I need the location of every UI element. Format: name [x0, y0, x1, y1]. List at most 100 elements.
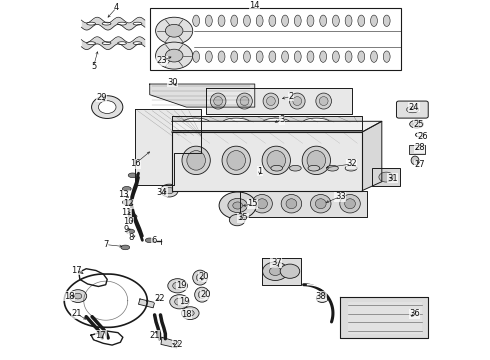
- Ellipse shape: [271, 165, 283, 171]
- Ellipse shape: [282, 15, 289, 27]
- Ellipse shape: [332, 15, 339, 27]
- Polygon shape: [347, 302, 422, 334]
- Ellipse shape: [218, 15, 225, 27]
- Ellipse shape: [308, 165, 320, 171]
- Circle shape: [156, 42, 193, 69]
- Text: 8: 8: [128, 233, 134, 242]
- Ellipse shape: [332, 51, 339, 62]
- Ellipse shape: [195, 287, 209, 302]
- Text: 11: 11: [121, 208, 131, 217]
- Text: 16: 16: [130, 159, 140, 168]
- Text: 18: 18: [181, 310, 192, 319]
- Ellipse shape: [218, 51, 225, 62]
- Ellipse shape: [193, 270, 207, 285]
- Ellipse shape: [118, 42, 126, 45]
- Ellipse shape: [122, 186, 131, 191]
- Ellipse shape: [302, 146, 331, 175]
- Polygon shape: [362, 121, 382, 190]
- Text: 5: 5: [91, 62, 96, 71]
- Ellipse shape: [293, 96, 302, 105]
- Text: 26: 26: [417, 132, 428, 141]
- Circle shape: [168, 279, 187, 293]
- Ellipse shape: [118, 22, 126, 25]
- Text: 22: 22: [172, 340, 183, 349]
- Polygon shape: [240, 190, 367, 217]
- Text: 17: 17: [71, 266, 82, 275]
- Ellipse shape: [133, 22, 142, 25]
- Ellipse shape: [102, 42, 111, 45]
- Ellipse shape: [302, 118, 331, 128]
- Text: 33: 33: [335, 192, 345, 201]
- Ellipse shape: [411, 156, 419, 165]
- Ellipse shape: [345, 15, 352, 27]
- Ellipse shape: [256, 15, 263, 27]
- Ellipse shape: [290, 165, 301, 171]
- Ellipse shape: [370, 51, 377, 62]
- Ellipse shape: [282, 51, 289, 62]
- Text: 28: 28: [414, 143, 425, 152]
- Circle shape: [160, 184, 178, 197]
- FancyBboxPatch shape: [150, 8, 401, 70]
- Text: 27: 27: [414, 160, 425, 169]
- Circle shape: [270, 267, 281, 275]
- Ellipse shape: [193, 51, 199, 62]
- Text: 25: 25: [414, 120, 424, 129]
- Text: 13: 13: [119, 190, 129, 199]
- Circle shape: [174, 298, 184, 305]
- Text: 1: 1: [257, 167, 262, 176]
- Ellipse shape: [128, 173, 137, 177]
- Polygon shape: [139, 299, 155, 308]
- Circle shape: [317, 294, 328, 302]
- Ellipse shape: [316, 93, 331, 109]
- Text: 36: 36: [409, 309, 420, 318]
- Ellipse shape: [263, 93, 279, 109]
- Ellipse shape: [316, 199, 326, 209]
- Ellipse shape: [257, 199, 268, 209]
- Ellipse shape: [240, 96, 249, 105]
- Ellipse shape: [269, 51, 276, 62]
- Circle shape: [181, 307, 199, 320]
- Circle shape: [233, 202, 243, 209]
- Ellipse shape: [205, 51, 212, 62]
- Ellipse shape: [358, 51, 365, 62]
- Ellipse shape: [407, 107, 418, 113]
- Ellipse shape: [187, 150, 205, 170]
- Polygon shape: [150, 84, 255, 107]
- Polygon shape: [161, 337, 179, 348]
- Text: 20: 20: [198, 273, 209, 282]
- Text: 17: 17: [96, 330, 106, 339]
- Ellipse shape: [121, 245, 130, 250]
- Ellipse shape: [205, 15, 212, 27]
- Circle shape: [170, 294, 189, 309]
- Text: 15: 15: [247, 199, 258, 208]
- Circle shape: [228, 198, 247, 213]
- Text: 19: 19: [176, 281, 187, 290]
- Ellipse shape: [128, 214, 137, 219]
- Ellipse shape: [237, 93, 252, 109]
- Ellipse shape: [320, 15, 327, 27]
- Ellipse shape: [269, 15, 276, 27]
- Ellipse shape: [267, 150, 286, 170]
- Ellipse shape: [231, 15, 238, 27]
- Ellipse shape: [379, 172, 393, 182]
- Ellipse shape: [345, 165, 357, 171]
- Text: 21: 21: [72, 309, 82, 318]
- Text: 6: 6: [151, 236, 156, 245]
- Ellipse shape: [294, 51, 301, 62]
- Ellipse shape: [87, 22, 96, 25]
- Polygon shape: [135, 109, 201, 185]
- Text: 30: 30: [168, 78, 178, 87]
- Text: 7: 7: [103, 240, 108, 249]
- Circle shape: [74, 293, 82, 299]
- Ellipse shape: [370, 15, 377, 27]
- Circle shape: [280, 264, 300, 278]
- Circle shape: [165, 187, 173, 194]
- Ellipse shape: [214, 96, 222, 105]
- Ellipse shape: [290, 93, 305, 109]
- Text: 2: 2: [288, 92, 294, 101]
- Ellipse shape: [87, 42, 96, 45]
- Circle shape: [263, 262, 288, 280]
- Ellipse shape: [319, 96, 328, 105]
- Polygon shape: [172, 116, 362, 130]
- Ellipse shape: [222, 118, 250, 128]
